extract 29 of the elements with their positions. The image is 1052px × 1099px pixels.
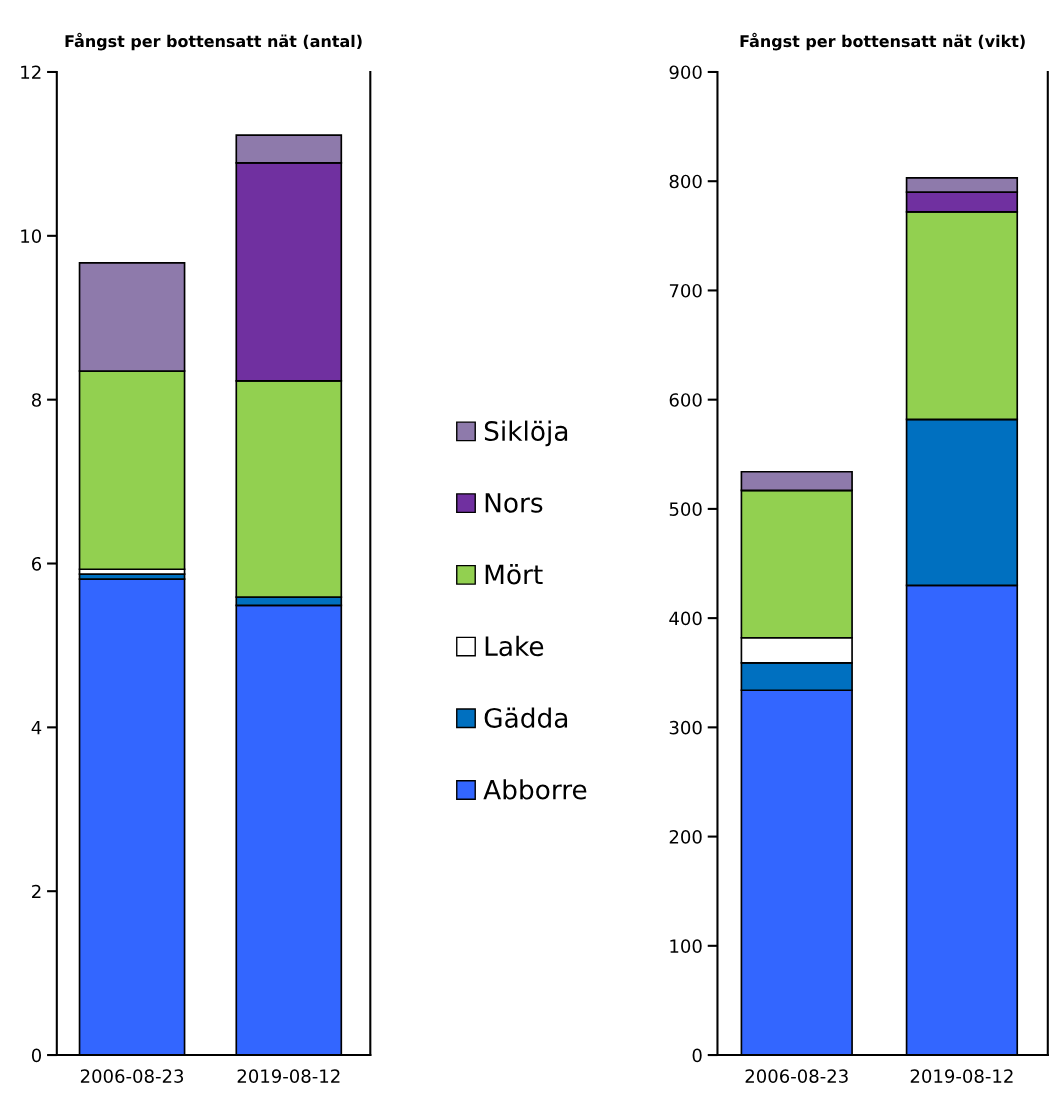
y-tick-label: 6 bbox=[32, 556, 42, 571]
y-tick-label: 12 bbox=[21, 65, 41, 79]
y-tick-label: 4 bbox=[31, 721, 42, 735]
y-tick-label: 8 bbox=[31, 393, 41, 407]
legend-label: Gädda bbox=[484, 707, 568, 728]
legend-label: Abborre bbox=[483, 779, 587, 800]
legend-label: Siklöja bbox=[484, 420, 568, 447]
x-tick-label: 2006-08-23 bbox=[745, 1069, 848, 1083]
y-tick-label: 2 bbox=[32, 884, 41, 899]
y-tick-label: 900 bbox=[669, 65, 702, 80]
x-tick-label: 2019-08-12 bbox=[910, 1069, 1013, 1083]
y-tick-label: 600 bbox=[669, 393, 702, 407]
x-tick-label: 2006-08-23 bbox=[80, 1069, 184, 1083]
legend-label: Lake bbox=[485, 635, 544, 657]
x-tick-label: 2019-08-12 bbox=[237, 1069, 340, 1083]
y-tick-label: 0 bbox=[692, 1048, 702, 1063]
y-tick-label: 500 bbox=[669, 502, 702, 517]
y-tick-label: 100 bbox=[670, 939, 702, 953]
legend-label: Mört bbox=[485, 564, 543, 585]
y-tick-label: 800 bbox=[669, 174, 702, 189]
legend-label: Nors bbox=[485, 493, 543, 513]
y-tick-label: 700 bbox=[669, 283, 702, 298]
y-tick-label: 10 bbox=[21, 229, 42, 243]
y-tick-label: 0 bbox=[31, 1048, 42, 1063]
y-tick-label: 400 bbox=[669, 611, 702, 626]
y-tick-label: 300 bbox=[669, 720, 702, 735]
chart-title: Fångst per bottensatt nät (vikt) bbox=[740, 32, 1025, 51]
y-tick-label: 200 bbox=[669, 830, 702, 844]
chart-title: Fångst per bottensatt nät (antal) bbox=[65, 32, 362, 51]
